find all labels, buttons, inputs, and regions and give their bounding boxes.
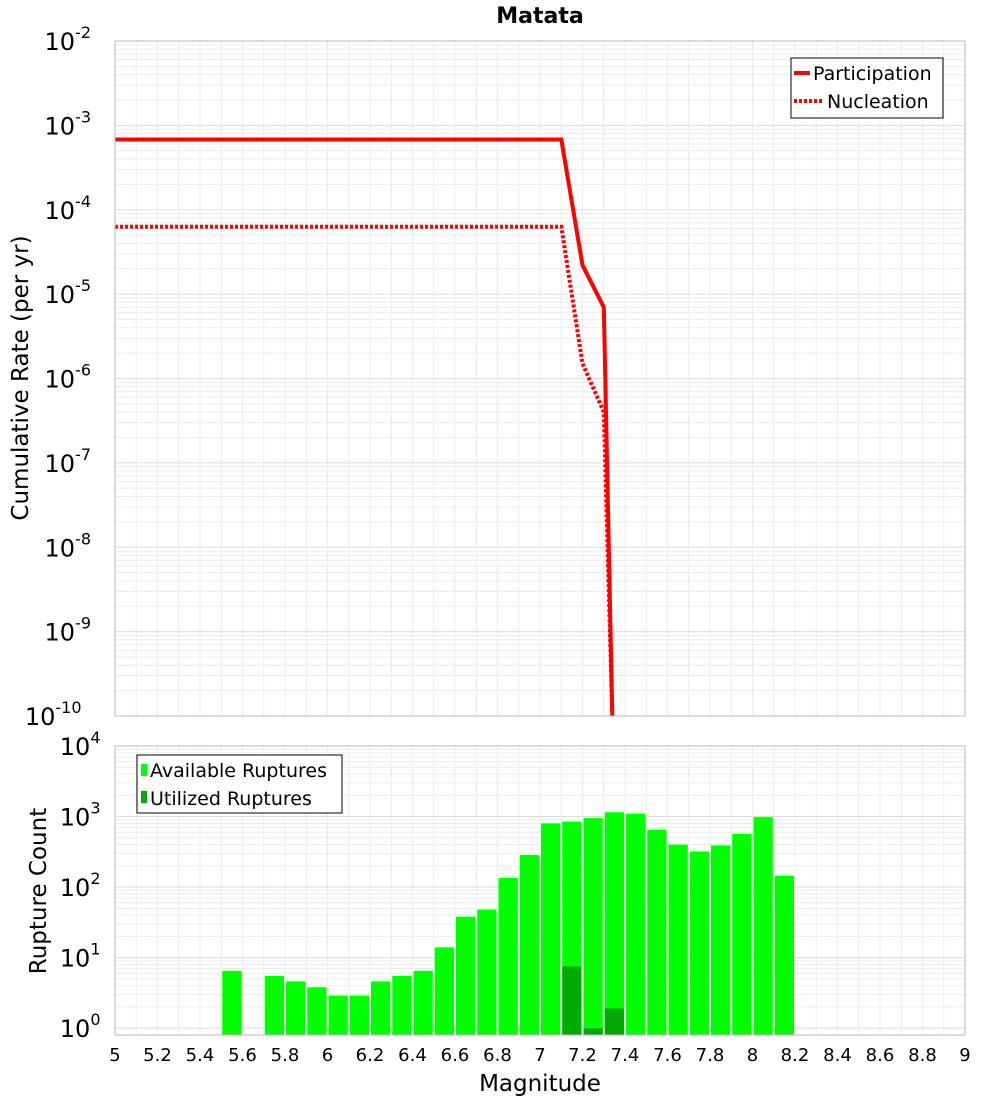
- x-axis-label: Magnitude: [479, 1071, 601, 1097]
- top-legend: Participation Nucleation: [790, 57, 944, 119]
- x-tick-label: 8.2: [781, 1045, 810, 1066]
- x-tick-label: 8.8: [908, 1045, 937, 1066]
- bottom-legend: Available Ruptures Utilized Ruptures: [136, 754, 343, 814]
- legend-available-swatch: [141, 764, 147, 776]
- x-tick-label: 5: [109, 1045, 120, 1066]
- y-tick-label: 100: [60, 1010, 101, 1043]
- y-tick-label: 10-8: [45, 529, 92, 562]
- y-tick-label: 101: [60, 940, 101, 973]
- bottom-y-axis-label: Rupture Count: [26, 808, 52, 974]
- legend-participation-label: Participation: [813, 63, 932, 85]
- available-bar: [413, 970, 433, 1035]
- y-tick-label: 10-7: [45, 445, 92, 478]
- x-tick-label: 6.8: [483, 1045, 512, 1066]
- x-tick-label: 8: [747, 1045, 758, 1066]
- available-bar: [328, 995, 348, 1035]
- x-tick-label: 7.4: [611, 1045, 640, 1066]
- chart-title: Matata: [496, 4, 583, 29]
- top-legend-box: [790, 57, 944, 119]
- x-tick-label: 9: [959, 1045, 970, 1066]
- x-tick-label: 5.2: [143, 1045, 172, 1066]
- available-bar: [307, 987, 327, 1035]
- top-plot-frame: [114, 40, 966, 717]
- participation-line: [115, 137, 615, 717]
- legend-available-label: Available Ruptures: [150, 760, 327, 782]
- available-bar: [583, 818, 603, 1035]
- available-bar: [711, 845, 731, 1035]
- legend-nucleation-label: Nucleation: [827, 91, 929, 113]
- available-bar: [626, 813, 646, 1035]
- bottom-bars-layer: [222, 812, 794, 1035]
- x-tick-label: 8.6: [866, 1045, 895, 1066]
- x-tick-label: 8.4: [823, 1045, 852, 1066]
- y-tick-label: 10-9: [45, 614, 92, 647]
- top-series-layer: [115, 137, 615, 717]
- nucleation-line: [115, 224, 615, 717]
- available-bar: [774, 875, 794, 1035]
- y-tick-label: 103: [60, 799, 101, 832]
- available-bar: [392, 975, 412, 1035]
- legend-utilized-label: Utilized Ruptures: [150, 788, 312, 810]
- utilized-bar: [583, 1028, 603, 1035]
- available-bar: [349, 995, 369, 1035]
- x-tick-label: 6: [322, 1045, 333, 1066]
- available-bar: [264, 975, 284, 1035]
- y-tick-label: 102: [60, 869, 101, 902]
- available-bar: [753, 817, 773, 1035]
- available-bar: [541, 823, 561, 1035]
- available-bar: [371, 981, 391, 1035]
- x-tick-label: 7.8: [696, 1045, 725, 1066]
- available-bar: [434, 947, 454, 1035]
- y-tick-label: 10-5: [45, 276, 92, 309]
- available-bar: [604, 812, 624, 1035]
- top-grid: [114, 41, 966, 717]
- top-y-ticks: 10-10 10-9 10-8 10-7 10-6 10-5 10-4 10-3 10-2: [25, 23, 91, 731]
- x-tick-label: 5.6: [228, 1045, 257, 1066]
- y-tick-label: 10-3: [45, 107, 92, 140]
- y-tick-label: 10-6: [45, 361, 92, 394]
- x-tick-label: 6.2: [356, 1045, 385, 1066]
- available-bar: [286, 981, 306, 1035]
- available-bar: [689, 851, 709, 1035]
- bottom-y-ticks: 100 101 102 103 104: [60, 728, 101, 1043]
- x-tick-label: 6.6: [441, 1045, 470, 1066]
- available-bar: [498, 877, 518, 1035]
- utilized-bar: [562, 966, 582, 1035]
- utilized-bar: [604, 1008, 624, 1035]
- available-bar: [222, 970, 242, 1035]
- x-tick-label: 5.8: [271, 1045, 300, 1066]
- bottom-plot-frame: [114, 745, 966, 1036]
- x-tick-label: 5.4: [186, 1045, 215, 1066]
- y-tick-label: 10-4: [45, 192, 92, 225]
- x-tick-labels: 5 5.2 5.4 5.6 5.8 6 6.2 6.4 6.6 6.8 7 7.2 7.4 7.6 7.8 8…: [109, 1045, 970, 1066]
- y-tick-label: 104: [60, 728, 101, 761]
- x-tick-label: 7.6: [653, 1045, 682, 1066]
- available-bar: [732, 833, 752, 1035]
- available-bar: [647, 829, 667, 1035]
- x-tick-label: 6.4: [398, 1045, 427, 1066]
- available-bar: [456, 916, 476, 1035]
- available-bar: [519, 854, 539, 1035]
- bottom-legend-box: [136, 754, 343, 814]
- top-y-axis-label: Cumulative Rate (per yr): [8, 235, 34, 520]
- available-bar: [668, 844, 688, 1035]
- x-tick-label: 7: [534, 1045, 545, 1066]
- y-tick-label: 10-10: [25, 698, 82, 731]
- x-tick-label: 7.2: [568, 1045, 597, 1066]
- y-tick-label: 10-2: [45, 23, 92, 56]
- available-bar: [477, 909, 497, 1035]
- legend-utilized-swatch: [141, 791, 147, 803]
